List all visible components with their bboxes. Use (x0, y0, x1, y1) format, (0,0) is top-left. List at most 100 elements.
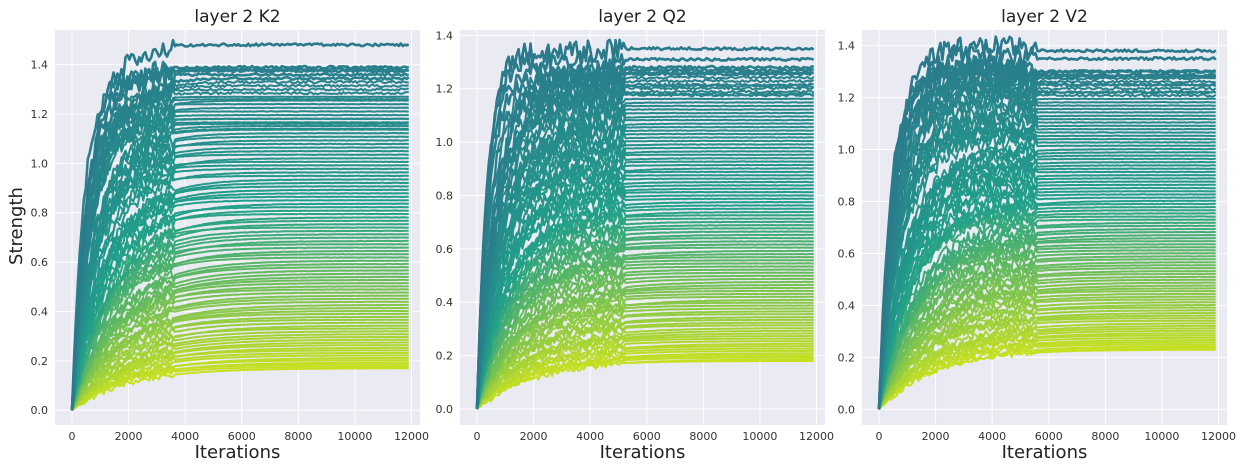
y-tick-label: 0.0 (31, 404, 49, 417)
series-line (71, 315, 409, 411)
series-line (71, 294, 409, 411)
series-line (71, 306, 409, 411)
y-tick-label: 1.0 (31, 157, 49, 170)
series-line (878, 134, 1216, 410)
y-tick-label: 0.8 (436, 189, 454, 202)
series-line (71, 312, 409, 411)
x-tick-label: 8000 (284, 430, 312, 443)
y-tick-label: 0.0 (838, 403, 856, 416)
y-tick-label: 0.8 (838, 196, 856, 209)
series-line (476, 73, 815, 410)
x-tick-label: 4000 (171, 430, 199, 443)
series-line (878, 256, 1216, 410)
series-line (878, 201, 1216, 410)
series-line (71, 195, 409, 411)
series-line (71, 185, 409, 411)
series-line (476, 243, 814, 410)
series-line (476, 233, 814, 410)
series-line (71, 272, 409, 411)
series-group (70, 38, 410, 412)
series-line (476, 332, 814, 410)
series-line (878, 109, 1216, 410)
series-line (878, 89, 1216, 410)
series-line (71, 300, 409, 411)
series-line (476, 237, 814, 410)
series-line (71, 363, 409, 412)
series-line (71, 359, 409, 411)
y-tick-label: 0.2 (838, 351, 856, 364)
series-line (476, 119, 814, 410)
series-line (476, 158, 814, 410)
series-line (476, 209, 814, 410)
series-line (71, 229, 409, 411)
x-tick-label: 12000 (799, 430, 834, 443)
series-line (878, 76, 1217, 410)
series-line (476, 147, 814, 410)
chart-title: layer 2 K2 (194, 7, 280, 27)
series-line (878, 284, 1216, 410)
y-tick-label: 1.4 (838, 40, 856, 53)
series-line (71, 132, 409, 411)
series-line (878, 347, 1216, 411)
y-tick-label: 0.4 (436, 296, 454, 309)
series-line (476, 229, 814, 410)
series-line (878, 261, 1216, 410)
series-line (878, 254, 1216, 410)
series-line (71, 321, 409, 411)
y-tick-label: 1.2 (838, 92, 856, 105)
series-line (71, 349, 409, 411)
series-line (71, 77, 410, 411)
series-line (71, 92, 409, 411)
series-line (476, 173, 814, 410)
series-line (476, 321, 814, 410)
series-line (71, 171, 409, 411)
series-line (71, 291, 409, 411)
series-line (878, 249, 1216, 410)
y-tick-label: 1.0 (436, 136, 454, 149)
y-tick-label: 0.4 (838, 299, 856, 312)
series-line (476, 184, 814, 410)
series-line (878, 329, 1216, 410)
series-line (878, 281, 1216, 410)
x-tick-label: 2000 (922, 430, 950, 443)
series-line (878, 85, 1216, 410)
series-line (71, 338, 409, 411)
series-line (71, 309, 409, 411)
series-line (71, 202, 409, 411)
x-tick-label: 10000 (1144, 430, 1179, 443)
series-line (878, 274, 1216, 410)
x-tick-label: 4000 (978, 430, 1006, 443)
series-line (71, 178, 409, 411)
series-line (476, 249, 814, 410)
series-line (71, 82, 409, 411)
series-line (878, 292, 1216, 410)
x-tick-label: 12000 (1201, 430, 1236, 443)
x-tick-label: 2000 (115, 430, 143, 443)
series-line (476, 176, 814, 410)
series-line (476, 129, 814, 410)
y-tick-label: 1.4 (31, 59, 49, 72)
series-line (878, 167, 1216, 410)
x-tick-label: 6000 (228, 430, 256, 443)
y-tick-label: 0.6 (436, 243, 454, 256)
series-line (70, 66, 410, 411)
x-tick-label: 0 (875, 430, 882, 443)
series-line (71, 124, 409, 411)
chart-title: layer 2 Q2 (598, 7, 686, 27)
series-line (71, 246, 409, 411)
series-line (476, 222, 814, 410)
series-line (71, 253, 409, 411)
chart-panel-2: 0 2000 4000 6000 8000 10000 12000 0.0 0.2 0.4 0.6 0… (436, 7, 835, 463)
series-line (476, 298, 814, 410)
series-line (476, 139, 814, 410)
series-line (70, 38, 410, 411)
series-line (70, 75, 410, 411)
series-line (476, 329, 814, 410)
x-tick-label: 10000 (337, 430, 372, 443)
x-tick-label: 10000 (742, 430, 777, 443)
series-line (71, 239, 409, 411)
series-line (476, 310, 814, 410)
y-tick-label: 0.2 (436, 350, 454, 363)
y-tick-label: 0.8 (31, 207, 49, 220)
series-line (878, 208, 1216, 410)
